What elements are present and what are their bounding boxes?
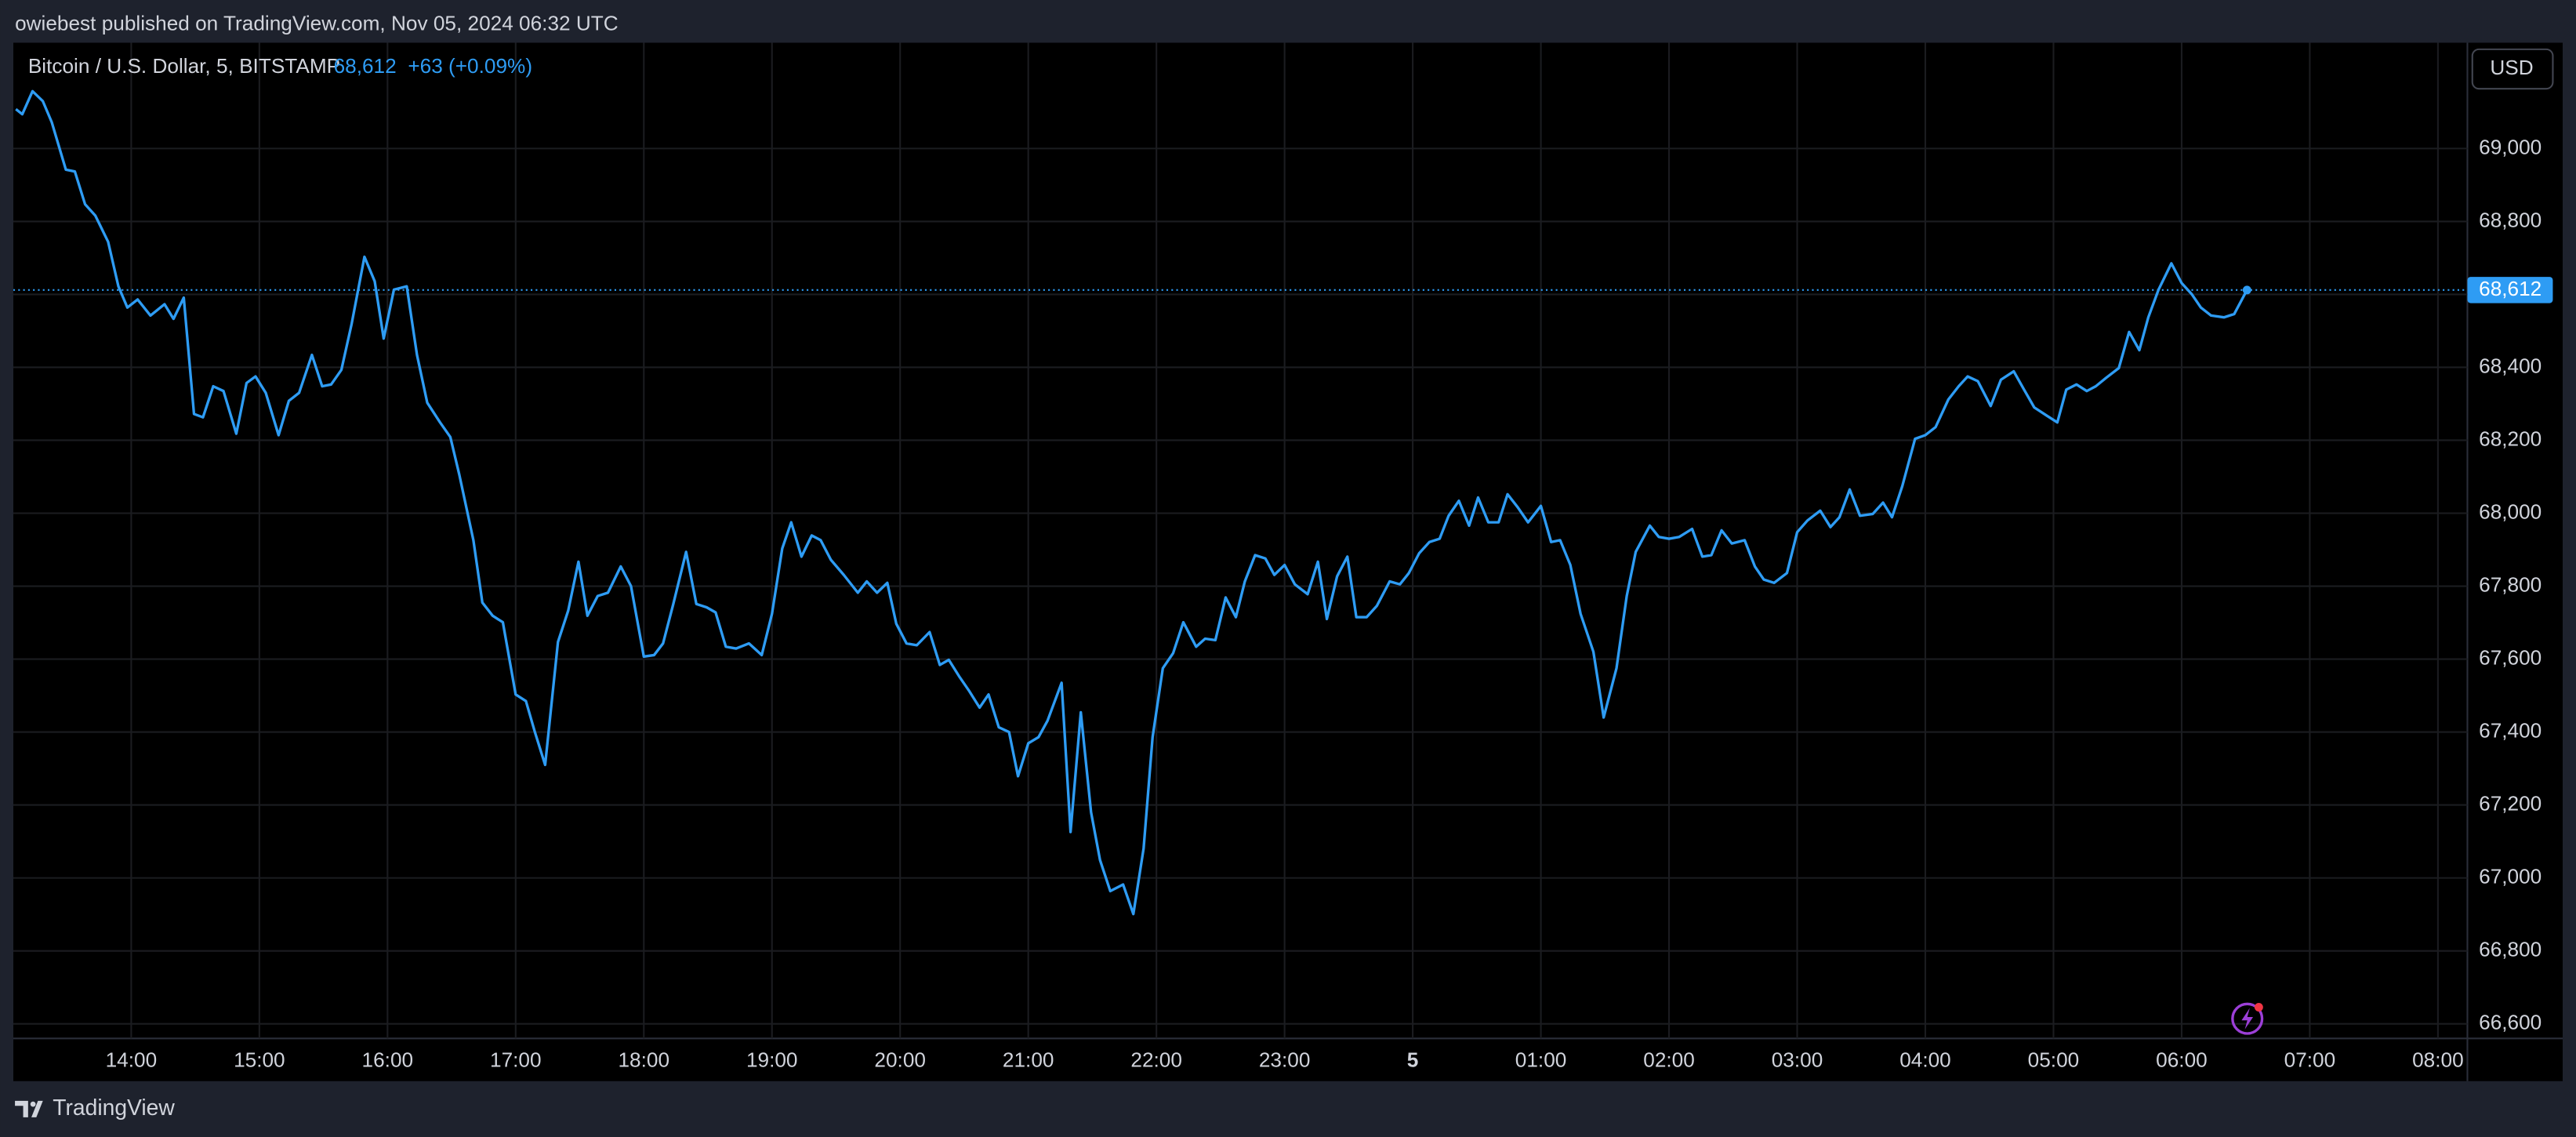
legend-change: +63 (+0.09%) <box>408 54 532 78</box>
x-tick-label: 5 <box>1407 1048 1419 1072</box>
y-tick-label: 67,800 <box>2479 572 2542 596</box>
y-tick-label: 68,400 <box>2479 354 2542 377</box>
y-tick-label: 67,400 <box>2479 718 2542 742</box>
legend-last-price: 68,612 <box>334 54 397 78</box>
x-tick-label: 03:00 <box>1772 1048 1823 1072</box>
chart-pane <box>13 42 2563 1081</box>
x-tick-label: 23:00 <box>1259 1048 1311 1072</box>
y-tick-label: 68,000 <box>2479 499 2542 523</box>
y-tick-label: 67,200 <box>2479 792 2542 816</box>
y-tick-label: 66,600 <box>2479 1011 2542 1034</box>
flash-icon[interactable] <box>2231 1002 2264 1035</box>
last-price-axis-label: 68,612 <box>2479 277 2542 300</box>
x-tick-label: 20:00 <box>874 1048 926 1072</box>
currency-button[interactable] <box>2471 48 2554 90</box>
x-tick-label: 21:00 <box>1003 1048 1054 1072</box>
x-tick-label: 08:00 <box>2412 1048 2464 1072</box>
x-tick-label: 06:00 <box>2156 1048 2208 1072</box>
y-tick-label: 67,600 <box>2479 645 2542 669</box>
x-tick-label: 22:00 <box>1130 1048 1182 1072</box>
plot <box>13 89 2468 916</box>
x-tick-label: 01:00 <box>1515 1048 1567 1072</box>
price-line <box>15 89 2248 916</box>
grid <box>13 42 2468 1039</box>
flash-bolt[interactable] <box>2241 1008 2254 1030</box>
footer-brand: TradingView <box>53 1095 175 1120</box>
publisher-header: owiebest published on TradingView.com, N… <box>15 11 619 35</box>
x-tick-label: 14:00 <box>106 1048 158 1072</box>
currency-label[interactable]: USD <box>2490 56 2533 79</box>
y-tick-label: 69,000 <box>2479 135 2542 158</box>
flash-ring[interactable] <box>2231 1002 2264 1035</box>
logo-dot <box>30 1101 36 1107</box>
x-tick-label: 16:00 <box>362 1048 414 1072</box>
flash-dot[interactable] <box>2254 1003 2263 1012</box>
symbol-title: Bitcoin / U.S. Dollar, 5, BITSTAMP <box>28 54 340 78</box>
logo-mark <box>15 1100 43 1117</box>
x-tick-label: 19:00 <box>746 1048 798 1072</box>
x-tick-label: 05:00 <box>2028 1048 2080 1072</box>
x-tick-label: 07:00 <box>2284 1048 2336 1072</box>
x-tick-label: 04:00 <box>1899 1048 1951 1072</box>
y-tick-label: 68,200 <box>2479 427 2542 450</box>
last-price-badge <box>2467 277 2553 303</box>
x-tick-label: 02:00 <box>1643 1048 1695 1072</box>
y-tick-label: 68,800 <box>2479 208 2542 231</box>
y-tick-label: 66,800 <box>2479 938 2542 961</box>
x-tick-label: 15:00 <box>234 1048 285 1072</box>
y-tick-label: 67,000 <box>2479 865 2542 888</box>
footer-logo <box>15 1100 43 1117</box>
x-tick-label: 18:00 <box>618 1048 669 1072</box>
x-tick-label: 17:00 <box>490 1048 542 1072</box>
